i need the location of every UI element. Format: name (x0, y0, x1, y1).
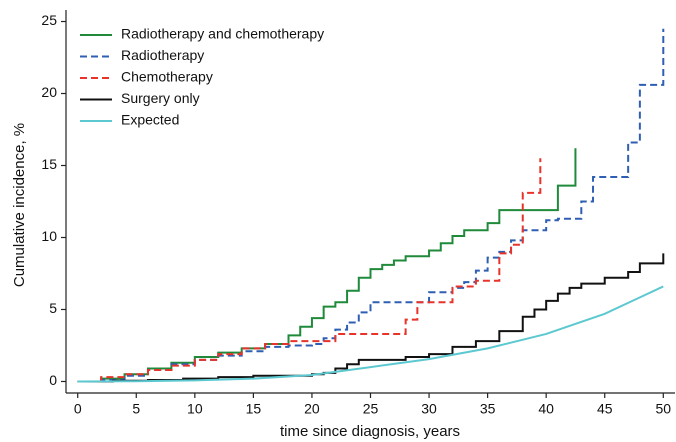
legend-label: Chemotherapy (121, 69, 213, 85)
x-tick-label: 50 (655, 401, 671, 417)
legend-label: Radiotherapy and chemotherapy (121, 26, 324, 42)
y-tick-label: 20 (41, 84, 57, 100)
legend-label: Surgery only (121, 90, 200, 106)
x-axis-title: time since diagnosis, years (280, 423, 460, 440)
legend-label: Expected (121, 112, 179, 128)
series-line (77, 158, 542, 383)
x-tick-label: 20 (304, 401, 320, 417)
y-tick-label: 25 (41, 12, 57, 28)
x-tick-label: 30 (421, 401, 437, 417)
series-line (77, 285, 664, 383)
y-tick-label: 5 (49, 300, 57, 316)
x-tick-label: 35 (480, 401, 496, 417)
x-tick-label: 10 (187, 401, 203, 417)
y-tick-label: 15 (41, 156, 57, 172)
y-tick-label: 0 (49, 372, 57, 388)
x-tick-label: 25 (363, 401, 379, 417)
legend-label: Radiotherapy (121, 47, 204, 63)
y-axis-title: Cumulative incidence, % (11, 123, 28, 287)
x-tick-label: 5 (132, 401, 140, 417)
series-line (77, 148, 577, 383)
x-tick-label: 15 (246, 401, 262, 417)
x-tick-label: 0 (74, 401, 82, 417)
x-tick-label: 45 (597, 401, 613, 417)
x-tick-label: 40 (538, 401, 554, 417)
y-tick-label: 10 (41, 228, 57, 244)
